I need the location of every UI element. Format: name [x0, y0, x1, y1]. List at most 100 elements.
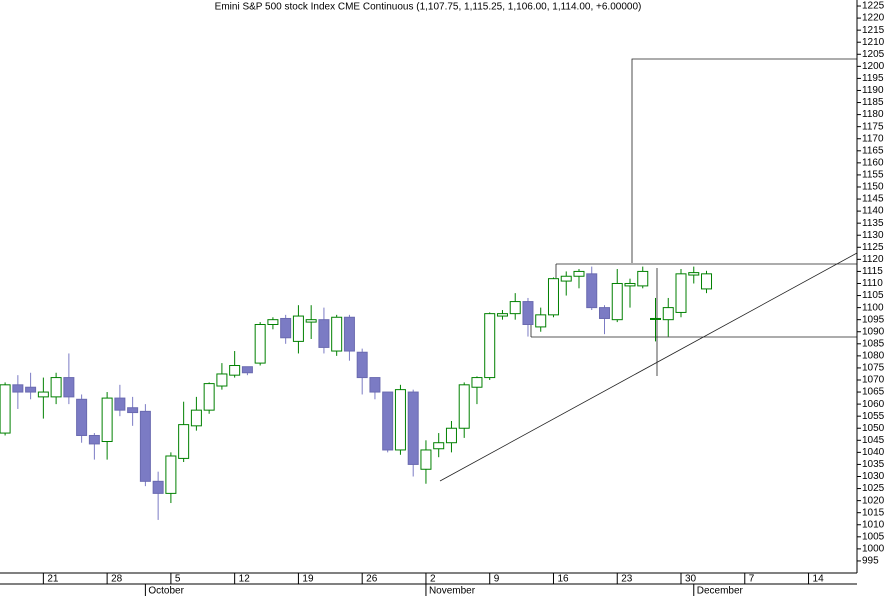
- x-tick-label: 7: [749, 574, 755, 585]
- y-tick-label: 1225: [862, 1, 885, 12]
- candle-body: [560, 275, 572, 282]
- y-tick-label: 1095: [862, 314, 885, 325]
- x-tick-label: 21: [47, 574, 59, 585]
- y-tick-label: 1080: [862, 351, 885, 362]
- y-tick-label: 1055: [862, 411, 885, 422]
- candle-body: [305, 319, 317, 323]
- y-tick-label: 1115: [862, 266, 883, 277]
- candle-body: [190, 409, 202, 427]
- y-tick-label: 1210: [862, 37, 885, 48]
- candle-body: [369, 377, 381, 393]
- y-tick-label: 1025: [862, 483, 885, 494]
- x-tick-label: 23: [621, 574, 633, 585]
- y-tick-label: 1100: [862, 302, 884, 313]
- x-tick-label: 26: [366, 574, 378, 585]
- candle-body: [535, 314, 547, 328]
- candle-body: [152, 480, 164, 494]
- candle-body: [650, 317, 662, 320]
- candle-body: [343, 316, 355, 352]
- candle-body: [586, 273, 598, 309]
- candle-body: [139, 410, 151, 482]
- x-tick-label: 5: [175, 574, 181, 585]
- candle-body: [178, 424, 190, 459]
- target-box: [631, 58, 857, 263]
- y-tick-label: 1070: [862, 375, 885, 386]
- candle-body: [241, 366, 253, 374]
- y-tick-label: 1155: [862, 170, 884, 181]
- candle-body: [292, 315, 304, 342]
- y-tick-label: 1065: [862, 387, 885, 398]
- y-tick-label: 1175: [862, 121, 884, 132]
- y-tick-label: 1160: [862, 157, 884, 168]
- x-tick-label: 28: [111, 574, 123, 585]
- candle-body: [637, 270, 649, 287]
- candle-body: [101, 397, 113, 443]
- candle-body: [547, 278, 559, 316]
- candle-body: [611, 282, 623, 321]
- y-tick-label: 1205: [862, 49, 885, 60]
- y-tick-label: 1060: [862, 399, 885, 410]
- candle-body: [356, 351, 368, 379]
- y-tick-label: 1165: [862, 145, 884, 156]
- y-tick-label: 1105: [862, 290, 884, 301]
- y-tick-label: 1090: [862, 326, 885, 337]
- candle-body: [624, 282, 636, 287]
- x-tick-label: 19: [302, 574, 314, 585]
- candle-body: [280, 317, 292, 339]
- y-tick-label: 1125: [862, 242, 884, 253]
- y-tick-label: 1190: [862, 85, 884, 96]
- y-tick-label: 1085: [862, 338, 885, 349]
- y-tick-label: 1215: [862, 25, 885, 36]
- candle-body: [203, 383, 215, 411]
- y-tick-label: 1220: [862, 13, 885, 24]
- candle-body: [662, 307, 674, 321]
- y-tick-label: 1005: [862, 531, 885, 542]
- x-tick-label: 30: [685, 574, 697, 585]
- y-tick-label: 1170: [862, 133, 884, 144]
- y-tick-label: 1020: [862, 495, 885, 506]
- candle-body: [50, 377, 62, 398]
- candle-body: [25, 386, 37, 393]
- y-tick-label: 1015: [862, 507, 885, 518]
- candle-body: [496, 313, 508, 317]
- candle-body: [331, 316, 343, 352]
- candle-body: [522, 301, 534, 325]
- y-tick-label: 1120: [862, 254, 884, 265]
- y-tick-label: 1200: [862, 61, 885, 72]
- month-label: November: [429, 586, 476, 596]
- candle-body: [254, 323, 266, 364]
- candle-body: [63, 377, 75, 398]
- y-tick-label: 995: [862, 556, 879, 567]
- candle-body: [598, 307, 610, 319]
- candle-body: [675, 273, 687, 313]
- candle-body: [471, 377, 483, 388]
- candle-body: [484, 313, 496, 379]
- candle-body: [407, 391, 419, 465]
- x-tick-label: 14: [813, 574, 825, 585]
- x-tick-label: 16: [557, 574, 569, 585]
- y-tick-label: 1045: [862, 435, 885, 446]
- trend-line: [439, 252, 858, 482]
- y-tick-label: 1150: [862, 182, 884, 193]
- candle-body: [509, 301, 521, 315]
- y-tick-label: 1145: [862, 194, 884, 205]
- y-tick-label: 1180: [862, 109, 884, 120]
- y-tick-label: 1000: [862, 544, 885, 555]
- y-tick-label: 1185: [862, 97, 884, 108]
- y-tick-label: 1040: [862, 447, 885, 458]
- candle-body: [701, 273, 713, 290]
- y-tick-label: 1035: [862, 459, 885, 470]
- candle-body: [267, 319, 279, 325]
- candle-body: [165, 455, 177, 494]
- candle-body: [458, 384, 470, 429]
- month-label: October: [148, 586, 184, 596]
- x-tick-label: 12: [239, 574, 251, 585]
- y-tick-label: 1075: [862, 363, 885, 374]
- candle-body: [420, 449, 432, 470]
- x-tick-label: 2: [430, 574, 436, 585]
- candle-body: [127, 407, 139, 414]
- candle-body: [382, 391, 394, 451]
- candle-body: [114, 397, 126, 411]
- candle-body: [394, 389, 406, 451]
